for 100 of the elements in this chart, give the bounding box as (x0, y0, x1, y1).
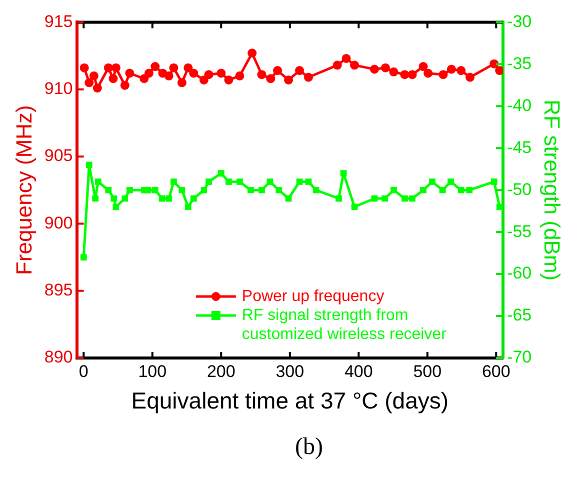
y2-tick-label: -30 (507, 12, 532, 31)
point (86, 162, 92, 168)
point (284, 75, 294, 84)
point (495, 66, 504, 76)
y-tick-label: 890 (44, 348, 73, 367)
point (235, 71, 244, 80)
point (389, 67, 398, 76)
point (190, 195, 197, 202)
point (120, 80, 130, 90)
point (177, 78, 186, 88)
point (340, 170, 347, 176)
point (446, 64, 456, 74)
point (184, 204, 192, 210)
point (122, 195, 128, 202)
y2-tick-label: -45 (507, 138, 532, 157)
point (342, 54, 351, 63)
point (200, 186, 208, 194)
point (89, 71, 98, 80)
point (418, 62, 428, 72)
point (408, 70, 417, 80)
point (108, 74, 118, 84)
point (80, 63, 89, 72)
point (276, 186, 282, 194)
point (424, 68, 433, 78)
y2-tick-label: -55 (507, 222, 532, 241)
point (125, 68, 134, 78)
point (226, 178, 232, 185)
point (420, 186, 426, 194)
point (382, 195, 388, 202)
x-tick-label: 0 (78, 362, 88, 381)
x-axis-title: Equivalent time at 37 °C (days) (131, 388, 449, 414)
point (370, 64, 379, 74)
point (402, 195, 408, 202)
point (266, 74, 276, 84)
point (204, 70, 214, 80)
point (92, 195, 99, 202)
x-tick-label: 100 (138, 362, 167, 381)
point (490, 178, 498, 185)
point (295, 66, 304, 76)
point (169, 63, 178, 72)
x-tick-label: 300 (276, 362, 304, 381)
point (496, 204, 503, 210)
point (189, 68, 198, 78)
point (112, 204, 120, 210)
point (305, 178, 312, 185)
point (105, 186, 112, 194)
point (126, 186, 133, 194)
point (248, 186, 254, 194)
point (178, 186, 186, 194)
legend-label: RF signal strength from customized wireless receiver (242, 306, 448, 343)
y2-tick-label: -60 (507, 264, 532, 283)
point (248, 48, 257, 58)
point (350, 60, 360, 70)
point (466, 186, 473, 194)
point (224, 75, 234, 84)
point (304, 72, 313, 82)
point (438, 70, 448, 80)
y-tick-label: 900 (44, 213, 73, 232)
point (184, 63, 193, 72)
point (336, 195, 342, 202)
point (273, 66, 282, 76)
y-tick-label: 910 (44, 79, 73, 98)
y2-tick-label: -40 (507, 96, 532, 115)
point (80, 254, 87, 260)
point (429, 178, 436, 185)
y2-tick-label: -65 (507, 306, 532, 325)
y2-axis-title: RF strength (dBm) (540, 100, 565, 281)
legend-label: Power up frequency (242, 288, 384, 305)
x-tick-label: 200 (206, 362, 236, 381)
y2-tick-label: -35 (507, 54, 532, 73)
point (236, 178, 243, 185)
point (92, 84, 102, 93)
point (110, 195, 118, 202)
point (218, 170, 224, 176)
point (351, 204, 358, 210)
y-tick-label: 895 (44, 280, 73, 300)
point (111, 63, 120, 72)
text: (b) (294, 434, 324, 461)
point (466, 72, 475, 82)
point (456, 66, 466, 76)
point (439, 186, 446, 194)
y2-tick-label: -50 (507, 180, 532, 199)
point (312, 186, 320, 194)
point (380, 63, 390, 72)
point (409, 195, 416, 202)
point (258, 186, 265, 194)
point (104, 63, 113, 72)
point (390, 186, 397, 194)
point (458, 186, 464, 194)
point (332, 60, 342, 70)
point (296, 178, 303, 185)
point (152, 186, 158, 194)
point (144, 68, 154, 78)
point (216, 68, 226, 78)
point (164, 71, 174, 80)
point (166, 195, 172, 202)
point (150, 62, 160, 72)
point (170, 178, 177, 185)
y-tick-label: 905 (44, 146, 73, 166)
point (94, 178, 102, 185)
